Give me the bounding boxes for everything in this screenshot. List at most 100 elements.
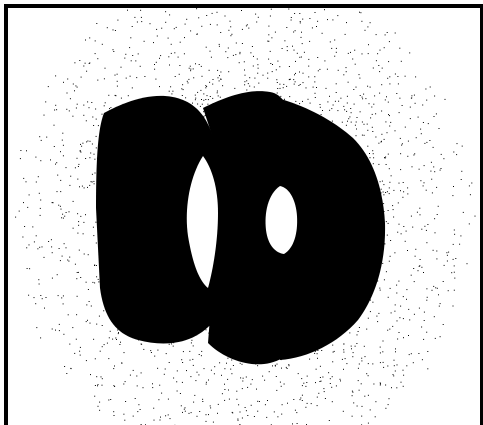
scatter-dot bbox=[178, 335, 180, 337]
scatter-dot bbox=[340, 97, 342, 99]
scatter-dot bbox=[92, 116, 94, 118]
scatter-dot bbox=[35, 181, 37, 183]
scatter-dot bbox=[124, 57, 126, 59]
scatter-dot bbox=[381, 244, 383, 246]
scatter-dot bbox=[284, 328, 286, 330]
scatter-dot bbox=[396, 93, 398, 94]
scatter-dot bbox=[319, 150, 321, 152]
scatter-dot bbox=[169, 290, 171, 292]
scatter-dot bbox=[151, 322, 153, 324]
scatter-dot bbox=[280, 359, 282, 361]
scatter-dot bbox=[235, 115, 237, 117]
scatter-dot bbox=[348, 237, 350, 238]
scatter-dot bbox=[94, 53, 96, 55]
scatter-dot bbox=[133, 192, 135, 194]
scatter-dot bbox=[231, 373, 233, 375]
scatter-dot bbox=[426, 288, 428, 290]
scatter-dot bbox=[223, 339, 225, 341]
scatter-dot bbox=[217, 69, 219, 71]
scatter-dot bbox=[305, 129, 307, 131]
scatter-dot bbox=[379, 382, 381, 384]
scatter-dot bbox=[140, 9, 142, 11]
scatter-dot bbox=[319, 335, 321, 337]
scatter-dot bbox=[246, 24, 248, 26]
scatter-dot bbox=[361, 121, 363, 123]
scatter-dot bbox=[323, 131, 325, 133]
scatter-dot bbox=[136, 272, 138, 274]
scatter-dot bbox=[350, 51, 351, 53]
scatter-dot bbox=[461, 145, 463, 147]
scatter-dot bbox=[219, 336, 221, 337]
scatter-dot bbox=[205, 381, 207, 383]
scatter-dot bbox=[397, 76, 399, 77]
scatter-dot bbox=[174, 76, 176, 77]
scatter-dot bbox=[258, 346, 260, 348]
scatter-dot bbox=[382, 361, 384, 363]
scatter-dot bbox=[385, 221, 387, 223]
scatter-dot bbox=[345, 71, 347, 73]
scatter-dot bbox=[194, 394, 196, 396]
scatter-dot bbox=[380, 192, 382, 194]
scatter-dot bbox=[194, 99, 196, 101]
scatter-dot bbox=[316, 116, 318, 118]
scatter-dot bbox=[218, 80, 220, 82]
scatter-dot bbox=[399, 137, 401, 139]
scatter-dot bbox=[349, 322, 351, 324]
scatter-dot bbox=[140, 133, 142, 135]
scatter-dot bbox=[78, 249, 80, 251]
scatter-dot bbox=[237, 329, 239, 331]
scatter-dot bbox=[94, 385, 96, 386]
scatter-dot bbox=[232, 343, 234, 345]
scatter-dot bbox=[355, 121, 357, 123]
scatter-dot bbox=[124, 294, 126, 296]
scatter-dot bbox=[335, 255, 337, 257]
scatter-dot bbox=[393, 375, 395, 377]
scatter-dot bbox=[40, 139, 42, 141]
scatter-dot bbox=[296, 423, 298, 424]
scatter-dot bbox=[337, 249, 339, 251]
scatter-dot bbox=[211, 326, 213, 328]
scatter-dot bbox=[327, 331, 329, 333]
scatter-dot bbox=[170, 43, 172, 45]
scatter-dot bbox=[358, 150, 360, 152]
scatter-dot bbox=[157, 273, 159, 275]
scatter-dot bbox=[301, 141, 303, 143]
scatter-dot bbox=[176, 140, 178, 141]
scatter-dot bbox=[170, 330, 172, 332]
scatter-dot bbox=[374, 95, 376, 97]
scatter-dot bbox=[273, 101, 275, 102]
scatter-dot bbox=[300, 323, 302, 325]
scatter-dot bbox=[227, 357, 229, 359]
scatter-dot bbox=[100, 281, 102, 283]
scatter-dot bbox=[220, 32, 222, 33]
scatter-dot bbox=[320, 302, 321, 304]
scatter-dot bbox=[361, 20, 363, 22]
scatter-dot bbox=[199, 105, 201, 107]
scatter-dot bbox=[434, 337, 436, 339]
scatter-dot bbox=[397, 231, 399, 233]
scatter-dot bbox=[190, 322, 192, 324]
scatter-dot bbox=[280, 318, 282, 320]
scatter-dot bbox=[182, 411, 183, 413]
scatter-dot bbox=[370, 275, 372, 277]
scatter-dot bbox=[45, 101, 47, 103]
scatter-dot bbox=[25, 181, 27, 183]
scatter-dot bbox=[168, 311, 170, 313]
scatter-dot bbox=[232, 54, 234, 56]
scatter-dot bbox=[189, 319, 191, 320]
scatter-dot bbox=[376, 315, 378, 317]
scatter-dot bbox=[150, 316, 152, 318]
scatter-dot bbox=[101, 346, 103, 348]
scatter-dot bbox=[147, 154, 149, 156]
scatter-dot bbox=[400, 190, 401, 192]
scatter-dot bbox=[196, 33, 198, 35]
scatter-dot bbox=[252, 362, 253, 364]
scatter-dot bbox=[349, 232, 351, 233]
scatter-dot bbox=[40, 337, 42, 339]
scatter-dot bbox=[38, 192, 40, 194]
scatter-dot bbox=[87, 319, 88, 321]
scatter-dot bbox=[452, 195, 454, 197]
scatter-dot bbox=[328, 420, 330, 421]
scatter-dot bbox=[62, 132, 64, 134]
scatter-dot bbox=[398, 223, 400, 225]
